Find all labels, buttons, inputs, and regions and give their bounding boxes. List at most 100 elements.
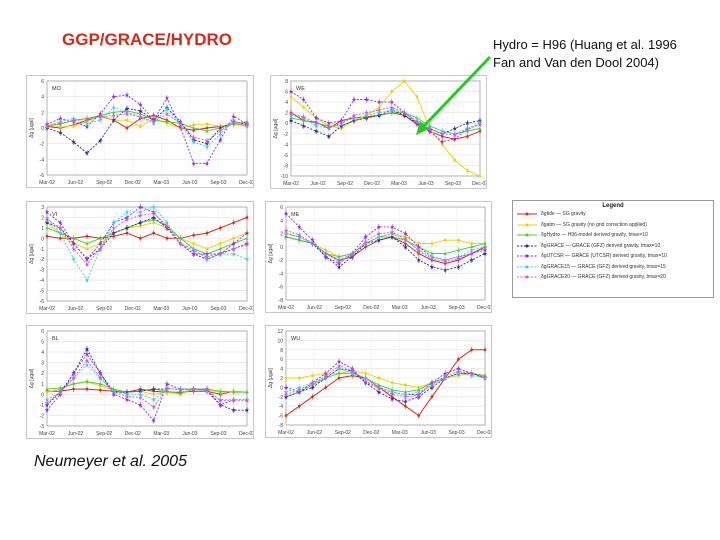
- chart-panel-we: 8 6 4 2 0 -2 -4 -6 -8 -10 Mar-02 Jun-02 Sep-02 Dec-02…: [270, 75, 487, 189]
- data-point: [232, 221, 235, 224]
- data-point: [152, 221, 155, 224]
- y-tick-label: -8: [279, 298, 284, 304]
- x-tick-label: Jun-03: [182, 431, 198, 437]
- data-point: ★: [111, 112, 116, 119]
- x-tick-label: Sep-02: [96, 431, 112, 437]
- data-point: ★: [71, 118, 76, 125]
- data-point: ★: [364, 96, 369, 103]
- y-axis-label: Δg [μgal]: [29, 368, 35, 388]
- data-point: ★: [427, 126, 432, 133]
- data-point: ★: [443, 373, 448, 380]
- data-point: ★: [204, 144, 209, 151]
- x-tick-label: Sep-03: [445, 181, 461, 187]
- series-line: [285, 233, 486, 261]
- x-tick-label: Sep-03: [449, 305, 465, 311]
- data-point: ★: [98, 241, 103, 248]
- data-point: ★: [58, 130, 63, 137]
- y-tick-label: -6: [40, 299, 45, 305]
- data-point: ★: [283, 227, 288, 234]
- data-point: [205, 247, 209, 250]
- data-point: [457, 239, 460, 242]
- y-tick-label: -3: [40, 424, 45, 430]
- data-point: [390, 381, 394, 384]
- data-point: [443, 251, 447, 255]
- data-point: ★: [231, 251, 236, 258]
- station-label: MO: [52, 86, 62, 92]
- data-point: [139, 125, 142, 128]
- data-point: ★: [58, 120, 63, 127]
- data-point: [232, 237, 235, 240]
- y-tick-label: -8: [284, 163, 289, 169]
- data-point: ★: [124, 105, 129, 112]
- data-point: ★: [336, 264, 341, 271]
- data-point: ★: [283, 231, 288, 238]
- y-tick-label: 0: [41, 126, 44, 132]
- data-point: ★: [377, 110, 382, 117]
- data-point: ★: [111, 117, 116, 124]
- data-point: ★: [244, 407, 249, 414]
- data-point: ★: [124, 225, 129, 232]
- data-point: [45, 234, 49, 238]
- data-point: ★: [164, 385, 169, 392]
- data-point: ★: [98, 117, 103, 124]
- y-tick-label: -6: [284, 153, 289, 159]
- y-tick-label: -4: [279, 271, 284, 277]
- data-point: [219, 226, 222, 230]
- data-point: ★: [403, 231, 408, 238]
- data-point: [403, 79, 406, 83]
- data-point: ★: [482, 374, 487, 381]
- data-point: ★: [323, 251, 328, 258]
- data-point: ★: [326, 133, 331, 140]
- y-tick-label: 4: [41, 95, 44, 101]
- data-point: ★: [111, 105, 116, 112]
- data-point: [205, 231, 209, 235]
- data-point: [125, 126, 129, 130]
- data-point: ★: [84, 358, 89, 365]
- data-point: [364, 245, 367, 249]
- data-point: ★: [138, 108, 143, 115]
- station-label: ME: [291, 212, 300, 218]
- series-line: [285, 365, 486, 398]
- x-tick-label: Mar-03: [391, 181, 407, 187]
- data-point: ★: [429, 256, 434, 263]
- data-point: ★: [456, 256, 461, 263]
- series-line: [285, 213, 486, 265]
- data-point: ★: [364, 110, 369, 117]
- arrow-head: [416, 121, 429, 135]
- data-point: ★: [403, 236, 408, 243]
- y-axis-label: Δg [μgal]: [29, 243, 35, 263]
- legend-entry: δgUTCSR — GRACE (UTCSR) derived gravity,…: [513, 251, 713, 262]
- data-point: ★: [111, 220, 116, 227]
- data-point: [417, 414, 420, 417]
- data-point: ★: [124, 209, 129, 216]
- series-line: [46, 381, 247, 394]
- data-point: ★: [314, 128, 319, 135]
- data-point: [72, 382, 76, 385]
- data-point: ★: [124, 217, 129, 224]
- data-point: ★: [44, 407, 49, 414]
- legend-title: Legend: [602, 203, 624, 209]
- data-point: ★: [376, 231, 381, 238]
- y-tick-label: 0: [285, 121, 288, 127]
- data-point: ★: [124, 111, 129, 118]
- x-tick-label: Dec-03: [477, 430, 491, 436]
- y-tick-label: 1: [41, 382, 44, 388]
- data-point: ★: [416, 392, 421, 399]
- data-point: [245, 236, 249, 240]
- x-tick-label: Dec-02: [125, 306, 141, 312]
- y-tick-label: 0: [280, 245, 283, 251]
- x-tick-label: Mar-02: [39, 180, 55, 186]
- data-point: ★: [376, 389, 381, 396]
- data-point: ★: [443, 267, 448, 274]
- data-point: [483, 241, 487, 245]
- data-point: ★: [288, 111, 293, 118]
- data-point: ★: [151, 210, 156, 217]
- chart-panel-mo: 6 4 2 0 -2 -4 -6 Mar-02 Jun-02 Sep-02 Dec-02 Mar-03…: [26, 75, 254, 188]
- data-point: [99, 388, 102, 392]
- y-tick-label: 4: [280, 367, 283, 373]
- data-point: ★: [389, 234, 394, 241]
- y-tick-label: -2: [279, 258, 284, 264]
- data-point: ★: [440, 139, 445, 146]
- data-point: ★: [178, 120, 183, 127]
